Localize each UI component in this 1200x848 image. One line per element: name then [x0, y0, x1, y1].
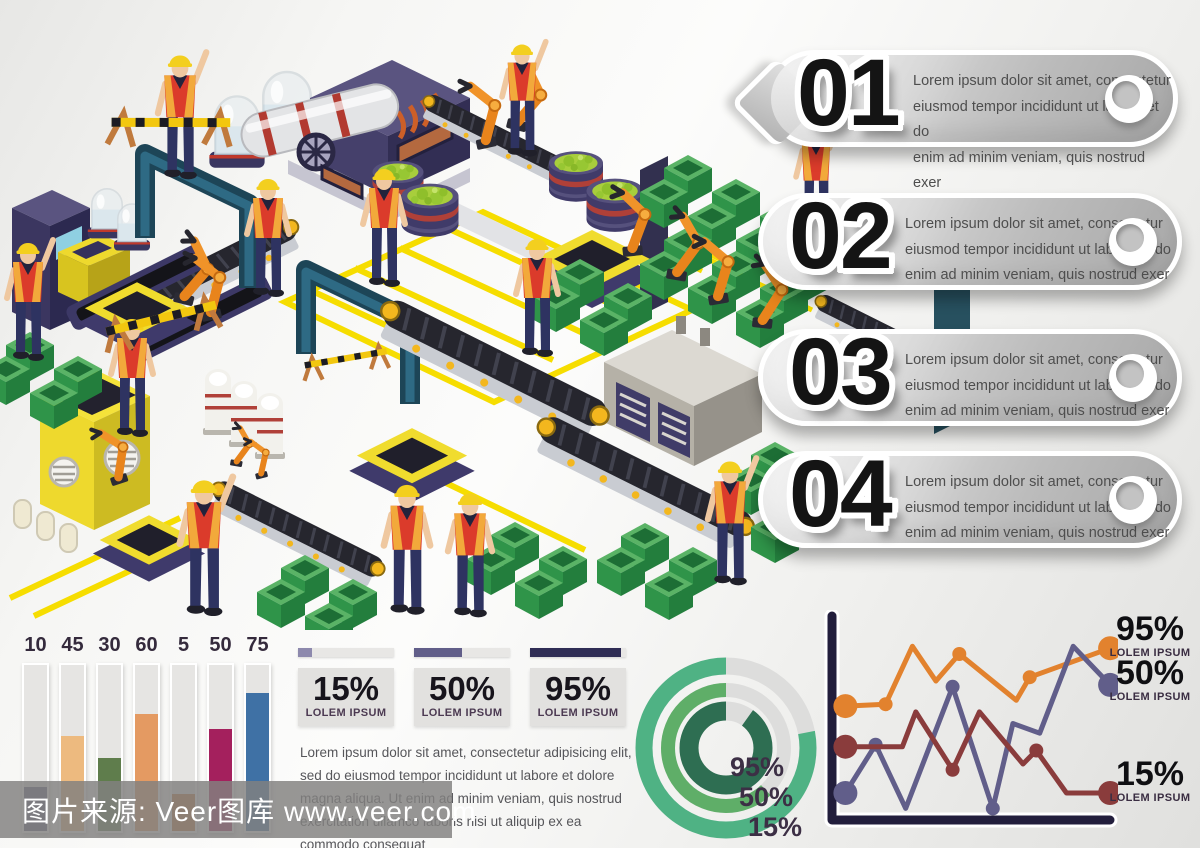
- silo: [203, 369, 233, 435]
- step-description: Lorem ipsum dolor sit amet, consectetur …: [905, 474, 1171, 541]
- line-series-label: 15% LOLEM IPSUM: [1104, 757, 1196, 804]
- bar-column: 50: [207, 634, 234, 833]
- line-series-label: 95% LOLEM IPSUM: [1104, 612, 1196, 659]
- progress-track: [298, 648, 394, 657]
- bar-value-label: 45: [61, 634, 84, 656]
- donut-ring-fill: [635, 657, 817, 839]
- donut-ring-fill: [679, 701, 773, 795]
- stat-percent: 95%: [544, 670, 612, 707]
- donut-label: 50%: [739, 782, 794, 812]
- silver-machine: [604, 316, 762, 466]
- line-series: [842, 709, 1113, 796]
- watermark-bar: 图片来源: Veer图库 www.veer.com: [0, 781, 475, 838]
- series-sublabel: LOLEM IPSUM: [1109, 647, 1191, 659]
- banner-hole-icon: [1109, 217, 1157, 266]
- line-point: [952, 647, 967, 661]
- banner-hole-icon: [1109, 353, 1157, 402]
- processing-machine: [240, 60, 470, 222]
- series-sublabel: LOLEM IPSUM: [1109, 691, 1191, 703]
- line-point: [1098, 672, 1118, 697]
- progress-fill: [530, 648, 622, 657]
- stat-box: 95% LOLEM IPSUM: [530, 668, 626, 726]
- factory-scene-illustration: [0, 0, 970, 630]
- line-chart: [824, 610, 1118, 828]
- line-point: [833, 734, 858, 759]
- line-point: [1029, 743, 1044, 758]
- bar-value-label: 30: [98, 634, 121, 656]
- donut-label: 95%: [730, 752, 785, 782]
- progress-stat: 15% LOLEM IPSUM: [298, 648, 394, 726]
- banner-hole-icon: [1109, 475, 1157, 524]
- line-point: [878, 697, 893, 712]
- step-number: 01: [797, 39, 901, 146]
- progress-track: [414, 648, 510, 657]
- stat-label: LOLEM IPSUM: [421, 707, 503, 719]
- bar-column: 75: [244, 634, 271, 833]
- banner-hole-icon: [1105, 74, 1153, 123]
- bar-column: 30: [96, 634, 123, 833]
- bar-column: 10: [22, 634, 49, 833]
- progress-fill: [414, 648, 462, 657]
- stat-percent: 50%: [428, 670, 496, 707]
- step-number: 03: [789, 318, 893, 425]
- step-banner-4: 04 Lorem ipsum dolor sit amet, consectet…: [758, 441, 1182, 548]
- bar-value-label: 75: [246, 634, 269, 656]
- step-description: Lorem ipsum dolor sit amet, consectetur …: [913, 73, 1171, 191]
- progress-fill: [298, 648, 313, 657]
- barrel: [401, 183, 459, 237]
- step-banner-3: 03 Lorem ipsum dolor sit amet, consectet…: [758, 319, 1182, 426]
- line-point: [945, 762, 960, 777]
- stat-label: LOLEM IPSUM: [537, 707, 619, 719]
- series-sublabel: LOLEM IPSUM: [1109, 792, 1191, 804]
- step-description: Lorem ipsum dolor sit amet, consectetur …: [905, 216, 1171, 283]
- line-point: [945, 679, 960, 694]
- line-point: [1098, 781, 1118, 805]
- progress-stat: 95% LOLEM IPSUM: [530, 648, 626, 726]
- step-number: 02: [789, 182, 893, 289]
- series-percent: 15%: [1115, 755, 1185, 793]
- step-banner-2: 02 Lorem ipsum dolor sit amet, consectet…: [758, 183, 1182, 290]
- bar-value-label: 50: [209, 634, 232, 656]
- step-description: Lorem ipsum dolor sit amet, consectetur …: [905, 352, 1171, 419]
- bar-column: 5: [170, 634, 197, 833]
- bar-chart: 10 45 30 60 5 50 75: [22, 634, 292, 839]
- series-percent: 95%: [1115, 610, 1185, 648]
- donut-label: 15%: [748, 812, 803, 842]
- progress-track: [530, 648, 626, 657]
- bar-value-label: 5: [177, 634, 190, 656]
- step-banner-1: 01 Lorem ipsum dolor sit amet, consectet…: [730, 40, 1178, 191]
- donut-chart: [635, 657, 817, 839]
- line-point: [1022, 670, 1037, 685]
- line-point: [833, 781, 858, 805]
- axis: [827, 611, 1115, 825]
- stat-box: 50% LOLEM IPSUM: [414, 668, 510, 726]
- watermark-text: 图片来源: Veer图库 www.veer.com: [22, 795, 477, 827]
- progress-stat: 50% LOLEM IPSUM: [414, 648, 510, 726]
- line-point: [1098, 636, 1118, 661]
- bar-column: 45: [59, 634, 86, 833]
- bar-value-label: 60: [135, 634, 158, 656]
- step-number: 04: [789, 440, 893, 547]
- line-point: [985, 801, 1000, 816]
- line-series-label: 50% LOLEM IPSUM: [1104, 656, 1196, 703]
- axis: [824, 610, 1118, 828]
- stat-box: 15% LOLEM IPSUM: [298, 668, 394, 726]
- stat-label: LOLEM IPSUM: [305, 707, 387, 719]
- donut-ring-fill: [661, 683, 791, 813]
- line-point: [833, 694, 858, 719]
- bar-column: 60: [133, 634, 160, 833]
- stat-percent: 15%: [312, 670, 380, 707]
- series-percent: 50%: [1115, 654, 1185, 692]
- bar-value-label: 10: [24, 634, 47, 656]
